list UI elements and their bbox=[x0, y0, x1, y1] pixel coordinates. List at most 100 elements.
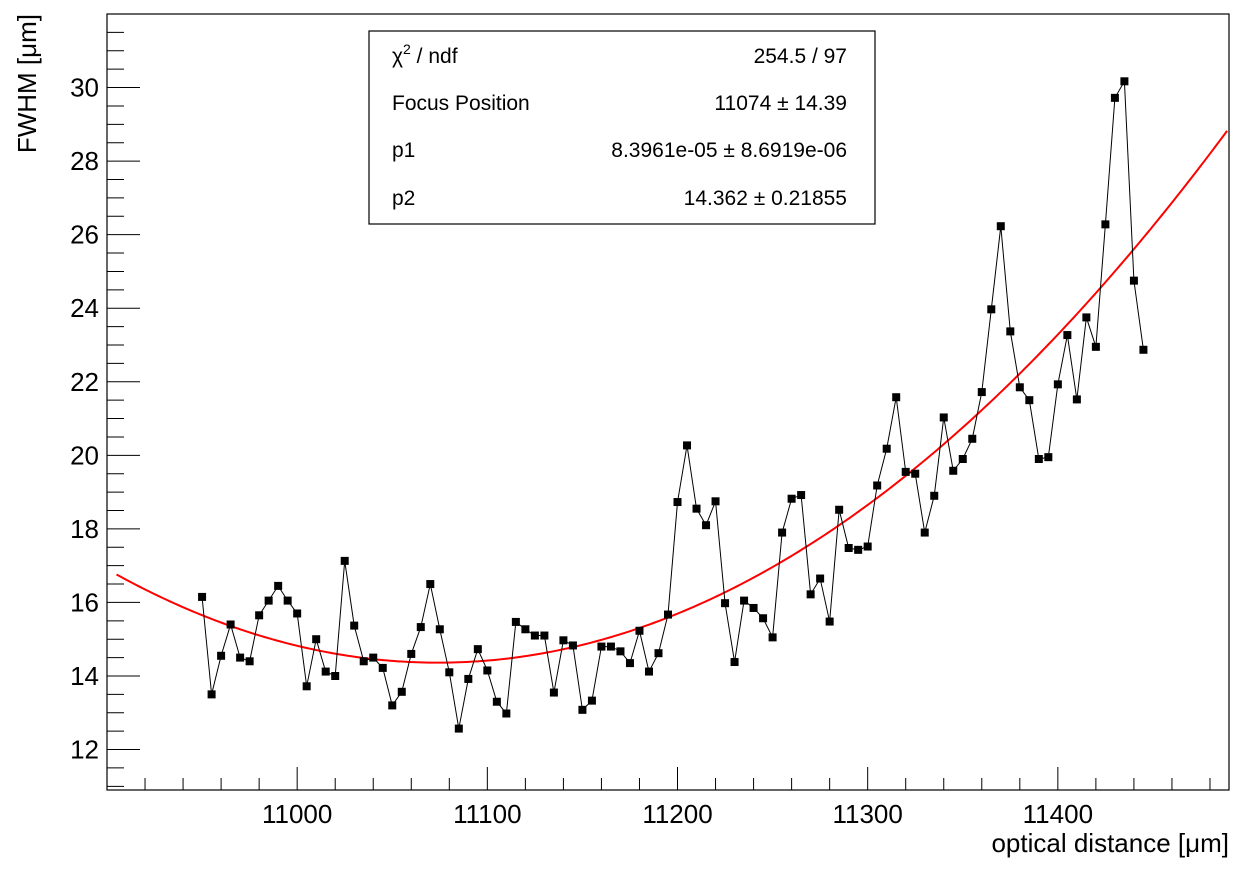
x-tick-label: 11300 bbox=[832, 799, 902, 829]
data-point bbox=[217, 651, 226, 660]
data-point bbox=[454, 724, 463, 733]
data-point bbox=[692, 504, 701, 513]
data-point bbox=[844, 544, 853, 553]
data-point bbox=[416, 623, 425, 632]
data-point bbox=[302, 682, 311, 691]
stats-row-focus-value: 11074 ± 14.39 bbox=[714, 92, 847, 115]
data-point bbox=[464, 674, 473, 683]
x-tick-label: 11100 bbox=[453, 799, 521, 829]
y-tick-label: 22 bbox=[70, 367, 99, 397]
x-axis-tick-labels: 11000 11100 11200 11300 11400 bbox=[262, 799, 1093, 829]
data-point bbox=[673, 498, 682, 507]
data-point bbox=[312, 635, 321, 644]
y-axis-title: FWHM [μm] bbox=[12, 14, 42, 153]
data-point bbox=[207, 690, 216, 699]
data-point bbox=[1044, 453, 1053, 462]
data-point bbox=[911, 469, 920, 478]
data-point bbox=[721, 599, 730, 608]
data-point bbox=[274, 581, 283, 590]
y-tick-label: 24 bbox=[70, 293, 99, 323]
data-point bbox=[702, 521, 711, 530]
x-tick-label: 11000 bbox=[262, 799, 332, 829]
data-point bbox=[949, 466, 958, 475]
data-point bbox=[901, 467, 910, 476]
data-point bbox=[331, 671, 340, 680]
data-point bbox=[778, 528, 787, 537]
data-point bbox=[559, 636, 568, 645]
data-point bbox=[1110, 93, 1119, 102]
data-point bbox=[806, 590, 815, 599]
data-point bbox=[987, 305, 996, 314]
data-point bbox=[587, 696, 596, 705]
stats-row-p2-label: p2 bbox=[392, 187, 415, 210]
data-point bbox=[426, 580, 435, 589]
data-point bbox=[521, 625, 530, 634]
data-point bbox=[1072, 395, 1081, 404]
data-point bbox=[606, 642, 615, 651]
data-point bbox=[1063, 331, 1072, 340]
data-point bbox=[749, 603, 758, 612]
data-point bbox=[835, 505, 844, 514]
data-point bbox=[578, 705, 587, 714]
data-point bbox=[1139, 345, 1148, 354]
stats-row-chi2-value: 254.5 / 97 bbox=[754, 45, 847, 68]
data-point bbox=[644, 667, 653, 676]
data-point bbox=[787, 494, 796, 503]
data-point bbox=[407, 649, 416, 658]
x-axis-ticks bbox=[106, 767, 1211, 790]
stats-row-p2-value: 14.362 ± 0.21855 bbox=[684, 187, 847, 210]
data-point bbox=[236, 653, 245, 662]
data-point bbox=[283, 596, 292, 605]
data-point bbox=[1101, 220, 1110, 229]
data-point bbox=[664, 610, 672, 619]
data-point bbox=[264, 596, 273, 605]
stats-box-frame bbox=[368, 30, 876, 225]
stats-row-p1-value: 8.3961e-05 ± 8.6919e-06 bbox=[611, 139, 847, 162]
data-point bbox=[768, 633, 777, 642]
data-point bbox=[740, 596, 749, 605]
data-point bbox=[226, 620, 235, 629]
data-point bbox=[797, 491, 806, 500]
x-tick-label: 11400 bbox=[1023, 799, 1093, 829]
data-point bbox=[1082, 313, 1091, 322]
data-point bbox=[340, 556, 349, 565]
data-point bbox=[825, 617, 834, 626]
data-point bbox=[245, 657, 254, 666]
chi-superscript: 2 bbox=[403, 41, 411, 57]
y-tick-label: 18 bbox=[70, 514, 99, 544]
data-point bbox=[568, 641, 577, 650]
stats-row-chi2-label: χ2 / ndf bbox=[392, 41, 458, 68]
data-point bbox=[1015, 383, 1024, 392]
data-point bbox=[397, 687, 406, 696]
data-point bbox=[198, 592, 207, 601]
data-point bbox=[863, 542, 872, 551]
data-point bbox=[958, 455, 967, 464]
data-line bbox=[201, 79, 1144, 729]
y-tick-label: 14 bbox=[70, 661, 99, 691]
data-point bbox=[683, 441, 692, 450]
y-tick-label: 20 bbox=[70, 440, 99, 470]
data-point bbox=[511, 617, 520, 626]
data-point bbox=[625, 659, 634, 668]
data-point bbox=[1129, 276, 1138, 285]
y-axis-tick-labels: 12 14 16 18 20 22 24 26 28 30 bbox=[70, 73, 99, 765]
data-point bbox=[549, 688, 558, 697]
chi-suffix: / ndf bbox=[411, 45, 458, 68]
x-axis-title: optical distance [μm] bbox=[991, 828, 1229, 858]
data-point bbox=[759, 614, 768, 623]
data-point bbox=[1006, 327, 1015, 336]
chi-symbol: χ bbox=[392, 45, 403, 68]
y-tick-label: 26 bbox=[70, 220, 99, 250]
plot-frame bbox=[106, 13, 1230, 791]
data-point bbox=[1120, 77, 1129, 86]
data-point bbox=[1034, 455, 1043, 464]
data-point bbox=[388, 701, 397, 710]
data-point bbox=[473, 645, 482, 654]
data-point bbox=[616, 647, 625, 656]
data-point bbox=[882, 444, 891, 453]
data-point bbox=[483, 666, 492, 675]
data-point bbox=[540, 631, 549, 640]
data-point bbox=[635, 626, 644, 635]
y-tick-label: 28 bbox=[70, 146, 99, 176]
data-layer bbox=[198, 77, 1148, 733]
